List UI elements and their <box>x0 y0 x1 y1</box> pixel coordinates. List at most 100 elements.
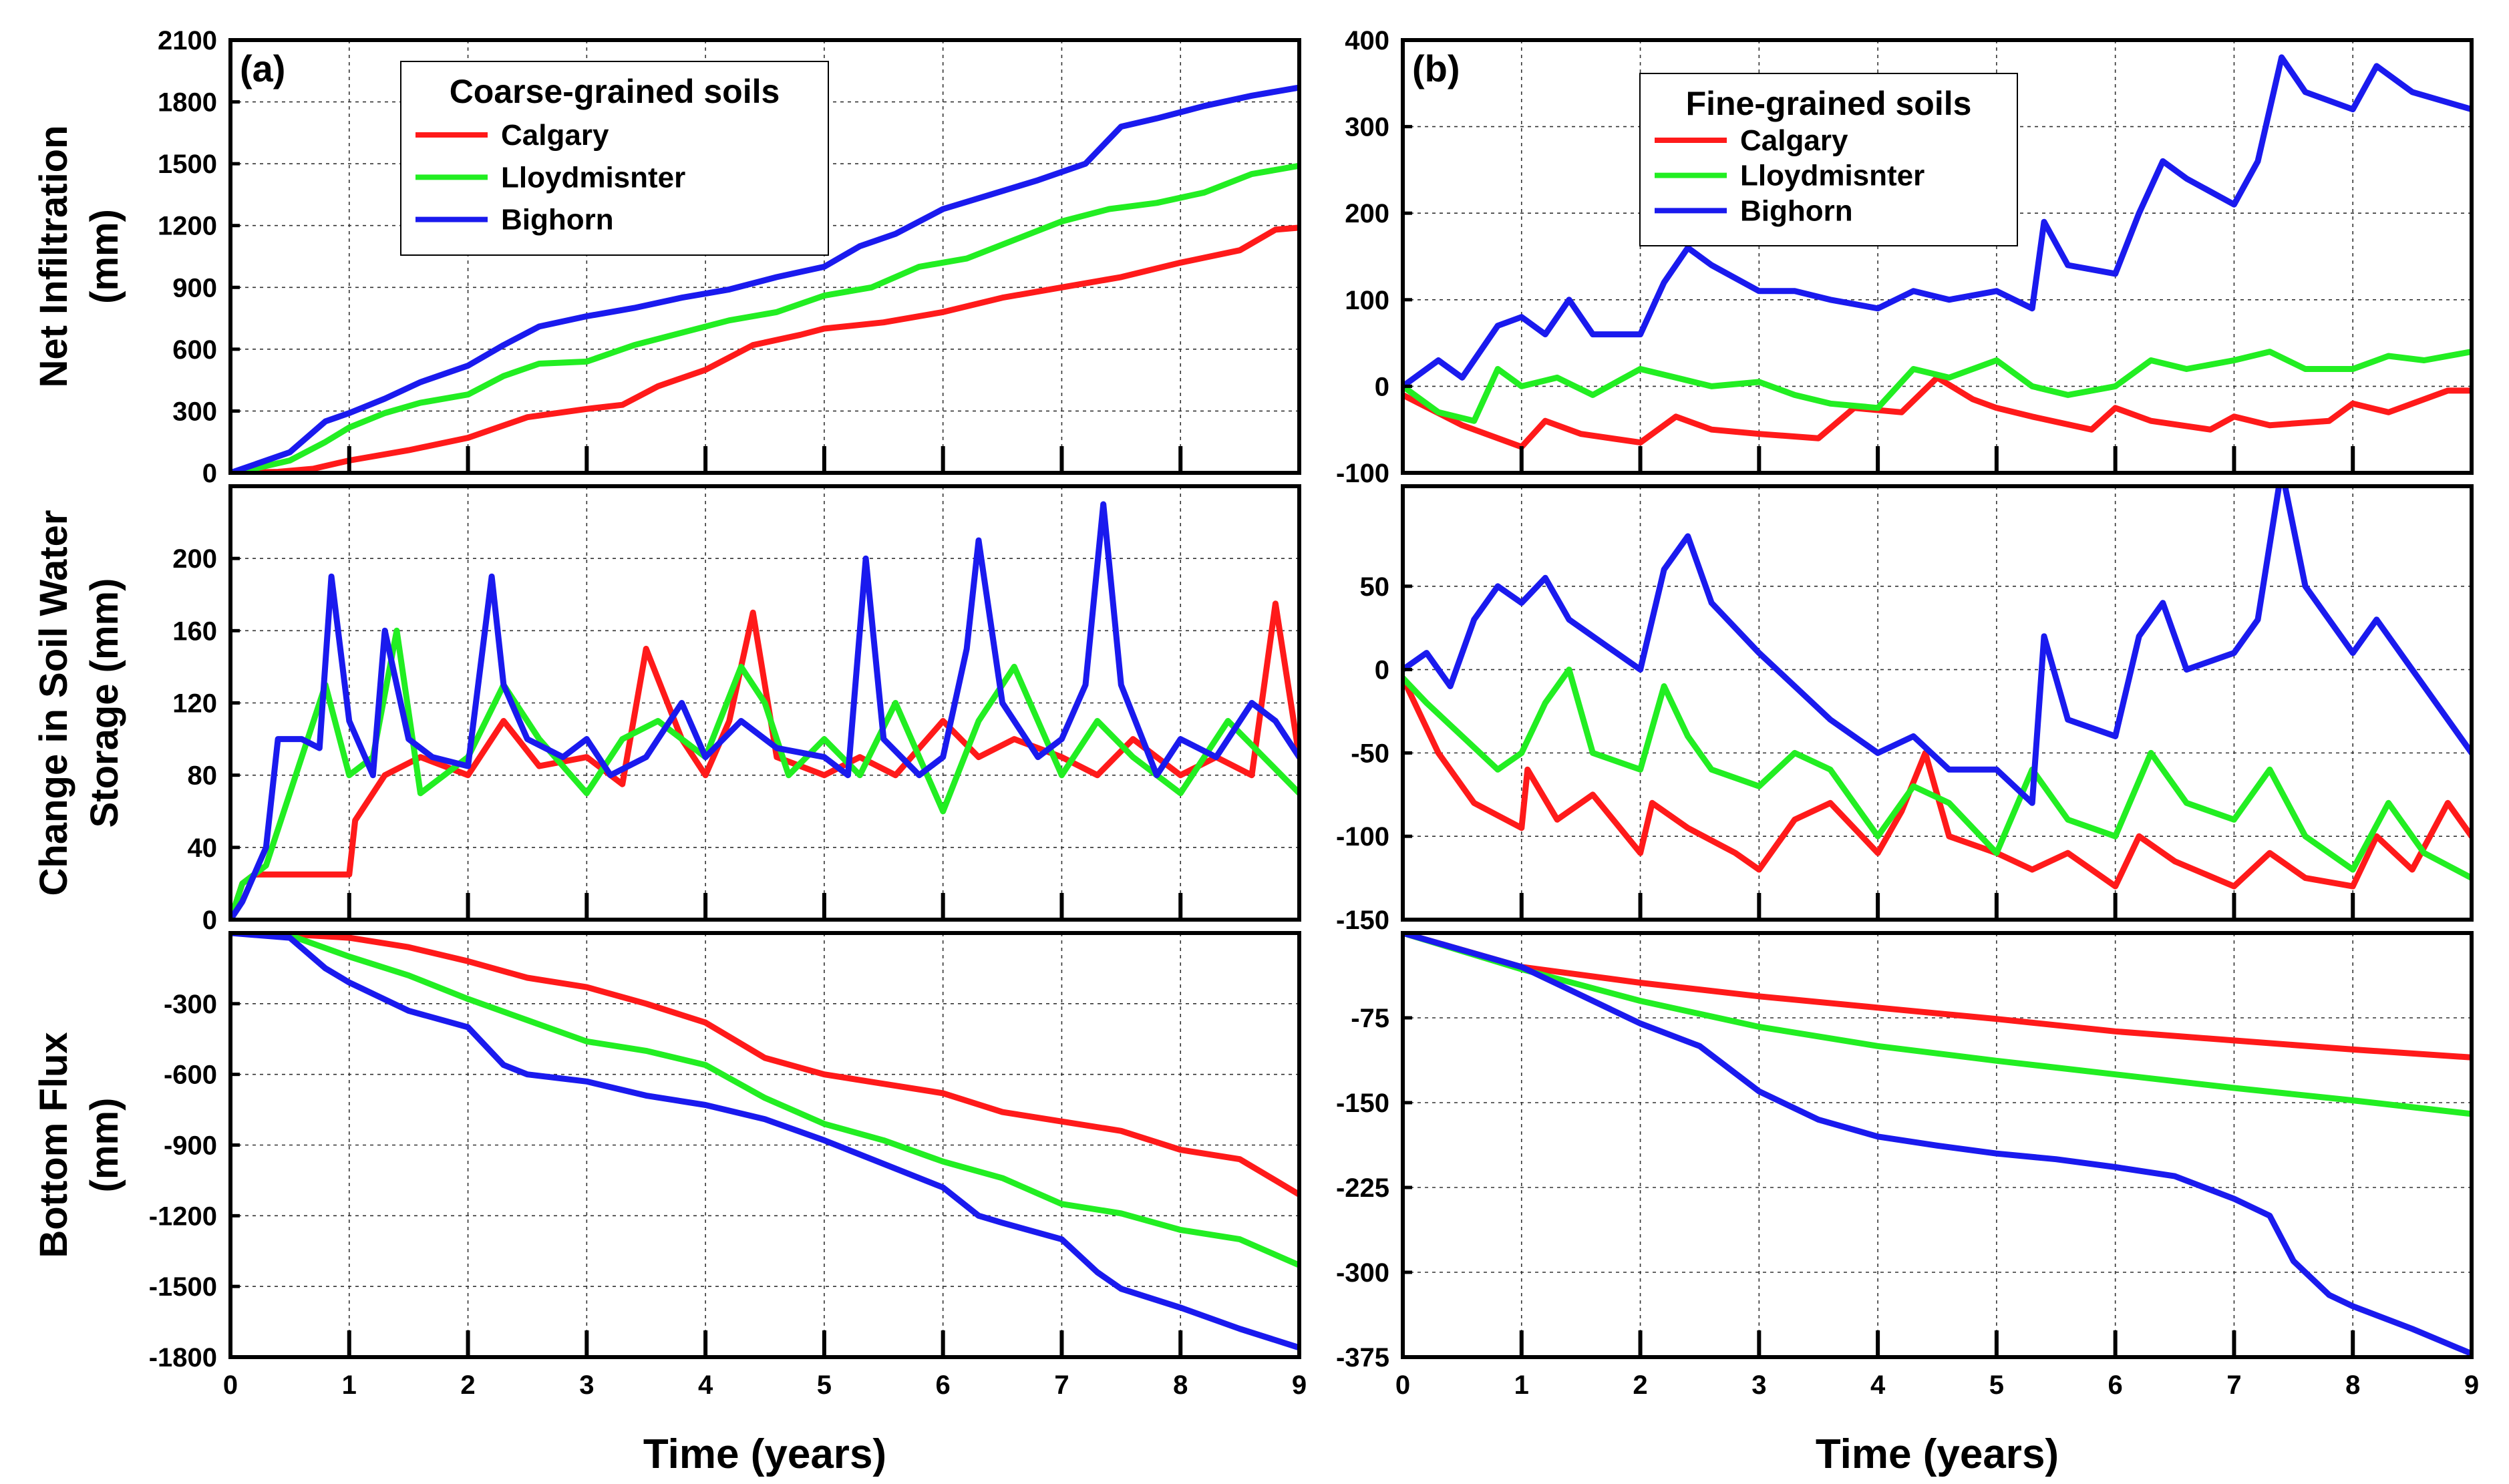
series-line-calgary <box>1403 675 2472 890</box>
x-tick-label: 9 <box>1292 1370 1307 1400</box>
x-tick-label: 9 <box>2464 1370 2479 1400</box>
y-tick-label: 600 <box>172 335 217 365</box>
plot-frame <box>1401 931 2474 1359</box>
plot-frame <box>1401 38 2474 475</box>
y-tick-label: 1200 <box>158 212 217 241</box>
panel-a-middle: 0 40 80 120 160 200 Change in Soil Water Storag… <box>32 484 1301 935</box>
x-tick-label: 3 <box>1751 1370 1766 1400</box>
y-tick-label: -1200 <box>149 1201 217 1231</box>
y-tick-label: -1500 <box>149 1272 217 1302</box>
series-line-bighorn <box>230 84 1299 473</box>
y-tick-label: 300 <box>172 397 217 426</box>
y-tick-label: 160 <box>172 616 217 646</box>
x-tick-label: 1 <box>1514 1370 1529 1400</box>
series-line-calgary <box>1403 933 2472 1061</box>
series-group <box>1403 486 2472 890</box>
legend: Fine-grained soilsCalgaryLloydmisnterBig… <box>1639 73 2018 246</box>
legend-label: Calgary <box>1740 124 1848 157</box>
series-line-lloydmisnter <box>230 627 1299 920</box>
series-line-lloydmisnter <box>1403 349 2472 424</box>
series-group <box>230 84 1299 473</box>
panel-a-top: 0 300 600 900 1200 1500 1800 2100 Net Infiltrati… <box>32 26 1301 488</box>
x-tick-label: 8 <box>2345 1370 2360 1400</box>
y-tick-label: 80 <box>188 761 218 791</box>
y-tick-label: -300 <box>1336 1258 1389 1288</box>
x-tick-label: 2 <box>460 1370 475 1400</box>
y-tick-label: -225 <box>1336 1173 1389 1203</box>
y-tick-label: 1500 <box>158 150 217 179</box>
y-tick-label: -600 <box>164 1061 217 1090</box>
y-axis-title-line: (mm) <box>83 209 126 304</box>
legend-label: Bighorn <box>501 204 614 236</box>
y-axis-title-line: Bottom Flux <box>32 1032 75 1258</box>
legend-box <box>1639 73 2018 246</box>
y-tick-label: 0 <box>202 906 217 935</box>
y-tick-label: 50 <box>1360 572 1390 602</box>
y-tick-label: -150 <box>1336 906 1389 935</box>
legend-label: Bighorn <box>1740 194 1853 227</box>
series-line-bighorn <box>230 933 1299 1351</box>
x-axis-title: Time (years) <box>1816 1431 2059 1477</box>
series-line-calgary <box>1403 374 2472 450</box>
x-tick-label: 4 <box>698 1370 713 1400</box>
y-tick-label: 0 <box>202 459 217 488</box>
y-tick-label: 0 <box>1375 656 1389 685</box>
y-tick-label: 0 <box>1375 372 1389 401</box>
x-tick-label: 1 <box>342 1370 357 1400</box>
series-line-bighorn <box>1403 933 2472 1357</box>
y-axis-title-line: Change in Soil Water <box>32 510 75 896</box>
legend-label: Calgary <box>501 119 609 152</box>
series-group <box>230 933 1299 1351</box>
x-tick-label: 6 <box>936 1370 951 1400</box>
y-tick-label: -50 <box>1351 739 1389 768</box>
y-tick-label: -300 <box>164 990 217 1019</box>
legend-box <box>400 61 829 256</box>
legend-label: Lloydmisnter <box>501 161 685 194</box>
series-group <box>230 501 1299 920</box>
y-tick-label: 1800 <box>158 88 217 118</box>
y-tick-label: -1800 <box>149 1343 217 1372</box>
y-tick-label: 900 <box>172 273 217 303</box>
y-tick-label: 200 <box>1345 199 1389 228</box>
x-tick-label: 3 <box>579 1370 594 1400</box>
x-axis-title: Time (years) <box>643 1431 886 1477</box>
series-line-calgary <box>230 224 1299 473</box>
panel-a-bottom: -1800 -1500 -1200 -900 -600 -300 0 1 2 3 4 5 6 7 8 9 Tim… <box>32 931 1307 1477</box>
series-line-bighorn <box>1403 486 2472 806</box>
y-tick-label: -75 <box>1351 1004 1389 1033</box>
legend-title: Fine-grained soils <box>1686 85 1972 122</box>
plot-frame <box>228 38 1301 475</box>
y-tick-label: 40 <box>188 833 218 863</box>
series-line-lloydmisnter <box>230 933 1299 1268</box>
y-tick-label: -900 <box>164 1131 217 1161</box>
series-line-lloydmisnter <box>230 162 1299 473</box>
y-tick-label: 2100 <box>158 26 217 55</box>
x-tick-label: 0 <box>1395 1370 1410 1400</box>
x-tick-label: 4 <box>1870 1370 1886 1400</box>
series-line-lloydmisnter <box>1403 933 2472 1117</box>
y-axis-title-line: (mm) <box>83 1098 126 1193</box>
x-tick-label: 8 <box>1173 1370 1188 1400</box>
series-line-calgary <box>230 600 1299 920</box>
series-line-bighorn <box>1403 54 2472 389</box>
series-line-calgary <box>230 933 1299 1198</box>
series-line-lloydmisnter <box>1403 667 2472 882</box>
x-tick-label: 7 <box>2226 1370 2241 1400</box>
series-group <box>1403 54 2472 450</box>
legend-label: Lloydmisnter <box>1740 160 1925 192</box>
y-tick-label: -150 <box>1336 1089 1389 1118</box>
y-tick-label: -100 <box>1336 822 1389 852</box>
y-axis-title-line: Net Infiltration <box>32 125 75 387</box>
y-tick-label: 200 <box>172 544 217 574</box>
y-tick-label: 300 <box>1345 113 1389 142</box>
panel-label: (a) <box>240 47 285 89</box>
x-tick-label: 2 <box>1633 1370 1647 1400</box>
y-axis-title-line: Storage (mm) <box>83 578 126 828</box>
legend-title: Coarse-grained soils <box>450 73 780 110</box>
x-tick-label: 5 <box>817 1370 832 1400</box>
series-line-bighorn <box>230 501 1299 920</box>
x-tick-label: 0 <box>223 1370 238 1400</box>
y-tick-label: 400 <box>1345 26 1389 55</box>
y-tick-label: 100 <box>1345 286 1389 315</box>
